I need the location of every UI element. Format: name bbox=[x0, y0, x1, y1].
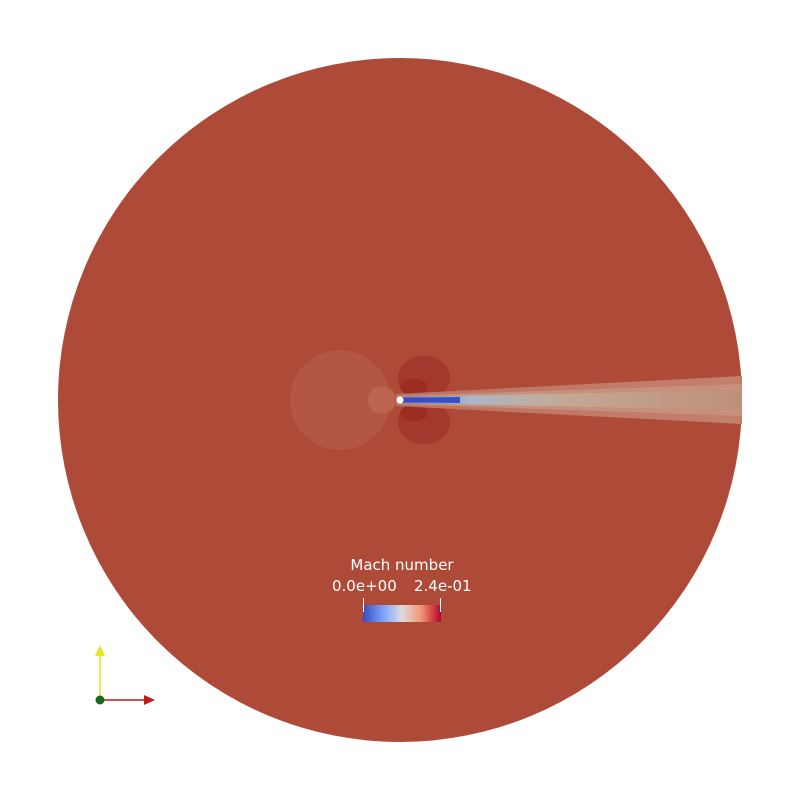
stagnation-halo bbox=[368, 386, 396, 414]
colorbar-title: Mach number bbox=[350, 556, 454, 574]
upper-lobe-core bbox=[400, 379, 428, 395]
orientation-axes bbox=[95, 645, 155, 705]
wake-core bbox=[400, 390, 742, 410]
x-axis-arrow bbox=[144, 695, 155, 705]
axes-origin bbox=[95, 695, 105, 705]
cylinder-body bbox=[396, 396, 404, 404]
colorbar-min-label: 0.0e+00 bbox=[332, 577, 397, 595]
near-wake-low-speed bbox=[401, 397, 460, 403]
colorbar bbox=[363, 605, 441, 622]
lower-lobe-core bbox=[400, 405, 428, 421]
y-axis-arrow bbox=[95, 645, 105, 656]
colorbar-max-label: 2.4e-01 bbox=[414, 577, 472, 595]
upstream-halo bbox=[290, 350, 390, 450]
